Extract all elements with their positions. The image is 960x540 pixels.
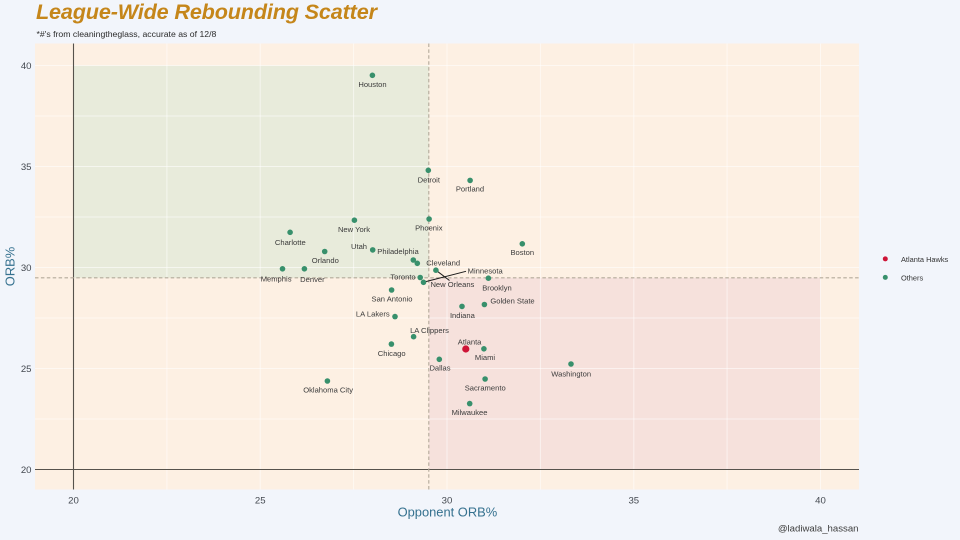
svg-text:40: 40 — [815, 496, 826, 507]
svg-text:Washington: Washington — [551, 370, 591, 379]
svg-text:Portland: Portland — [456, 185, 484, 194]
svg-text:Golden State: Golden State — [490, 297, 534, 306]
svg-text:Charlotte: Charlotte — [275, 238, 306, 247]
svg-text:Philadelphia: Philadelphia — [377, 247, 419, 256]
svg-text:Chicago: Chicago — [378, 349, 406, 358]
svg-text:San Antonio: San Antonio — [372, 295, 413, 304]
svg-text:35: 35 — [21, 162, 32, 173]
svg-text:Denver: Denver — [300, 275, 325, 284]
svg-text:40: 40 — [21, 61, 32, 72]
svg-text:25: 25 — [21, 364, 32, 375]
svg-text:New Orleans: New Orleans — [430, 280, 474, 289]
svg-text:20: 20 — [68, 496, 79, 507]
svg-text:Miami: Miami — [475, 353, 496, 362]
svg-text:Atlanta Hawks: Atlanta Hawks — [901, 255, 949, 264]
svg-text:Opponent ORB%: Opponent ORB% — [398, 505, 498, 520]
svg-text:Dallas: Dallas — [429, 364, 450, 373]
svg-text:LA Lakers: LA Lakers — [356, 310, 390, 319]
svg-text:Indiana: Indiana — [450, 311, 476, 320]
svg-text:LA Clippers: LA Clippers — [410, 326, 449, 335]
svg-text:Sacramento: Sacramento — [465, 383, 506, 392]
svg-text:30: 30 — [442, 496, 453, 507]
svg-text:@ladiwala_hassan: @ladiwala_hassan — [778, 524, 859, 535]
svg-text:Memphis: Memphis — [261, 275, 292, 284]
svg-text:20: 20 — [21, 465, 32, 476]
svg-text:30: 30 — [21, 263, 32, 274]
svg-text:Boston: Boston — [510, 248, 534, 257]
svg-text:ORB%: ORB% — [2, 247, 17, 286]
svg-text:Oklahoma City: Oklahoma City — [303, 386, 353, 395]
svg-text:Toronto: Toronto — [390, 272, 415, 281]
svg-text:Atlanta: Atlanta — [458, 338, 482, 347]
svg-text:Others: Others — [901, 273, 923, 282]
svg-text:Phoenix: Phoenix — [415, 224, 443, 233]
svg-text:New York: New York — [338, 225, 370, 234]
svg-text:Orlando: Orlando — [312, 256, 339, 265]
svg-text:35: 35 — [628, 496, 639, 507]
svg-text:25: 25 — [255, 496, 266, 507]
svg-text:Cleveland: Cleveland — [426, 258, 460, 267]
svg-text:Brooklyn: Brooklyn — [482, 284, 512, 293]
svg-text:Houston: Houston — [358, 80, 386, 89]
svg-text:Minnesota: Minnesota — [468, 267, 504, 276]
svg-text:Detroit: Detroit — [418, 175, 441, 184]
svg-text:Milwaukee: Milwaukee — [452, 408, 488, 417]
svg-text:Utah: Utah — [351, 242, 367, 251]
